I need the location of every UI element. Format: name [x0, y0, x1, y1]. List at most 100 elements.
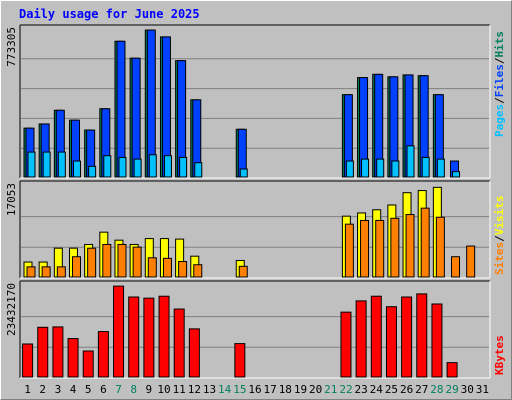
day-label-30: 30	[461, 383, 474, 396]
day-label-14: 14	[218, 383, 232, 396]
bar-pages-day-25	[391, 160, 400, 178]
day-label-28: 28	[430, 383, 443, 396]
bar-kbytes-day-23	[355, 300, 367, 378]
day-label-17: 17	[264, 383, 277, 396]
bar-sites-day-2	[41, 266, 51, 278]
day-label-31: 31	[476, 383, 489, 396]
legend: Pages/Files/Hits	[493, 31, 506, 137]
day-label-16: 16	[248, 383, 261, 396]
max-label: 23432170	[5, 283, 18, 336]
day-label-9: 9	[146, 383, 153, 396]
bar-sites-day-15	[238, 265, 248, 278]
bar-sites-day-1	[26, 266, 36, 278]
bar-pages-day-3	[57, 151, 66, 178]
bar-sites-day-6	[102, 243, 112, 278]
day-label-27: 27	[415, 383, 428, 396]
day-label-26: 26	[400, 383, 413, 396]
bar-sites-day-28	[435, 216, 445, 278]
bar-sites-day-24	[375, 219, 385, 278]
day-label-8: 8	[130, 383, 137, 396]
bar-sites-day-30	[466, 245, 476, 278]
legend-files: Files	[493, 64, 506, 97]
day-label-21: 21	[324, 383, 337, 396]
bar-kbytes-day-25	[385, 306, 397, 378]
day-label-3: 3	[55, 383, 62, 396]
bar-pages-day-27	[421, 156, 430, 178]
legend: Sites/Visits	[493, 196, 506, 276]
bar-sites-day-12	[193, 264, 203, 278]
bar-pages-day-15	[239, 168, 248, 178]
day-label-5: 5	[85, 383, 92, 396]
bar-pages-day-1	[27, 151, 36, 178]
bar-sites-day-11	[178, 261, 188, 278]
bar-kbytes-day-29	[446, 362, 458, 378]
legend-separator: /	[493, 235, 506, 242]
bar-kbytes-day-3	[52, 326, 64, 378]
bar-sites-day-3	[56, 266, 66, 278]
legend-pages: Pages	[493, 104, 506, 137]
legend-visits: Visits	[493, 196, 506, 236]
bar-sites-day-25	[390, 217, 400, 278]
bar-pages-day-5	[88, 165, 97, 178]
day-label-2: 2	[39, 383, 46, 396]
bar-kbytes-day-6	[97, 331, 109, 378]
day-label-10: 10	[157, 383, 170, 396]
day-label-4: 4	[70, 383, 77, 396]
day-label-24: 24	[370, 383, 384, 396]
bar-kbytes-day-12	[188, 328, 200, 378]
bar-sites-day-26	[405, 214, 415, 278]
legend-hits: Hits	[493, 31, 506, 58]
day-label-25: 25	[385, 383, 398, 396]
bar-pages-day-23	[361, 158, 370, 178]
bar-pages-day-9	[148, 154, 157, 178]
bar-kbytes-day-7	[113, 285, 125, 378]
bar-kbytes-day-27	[416, 293, 428, 378]
legend-kbytes: KBytes	[493, 335, 506, 375]
max-label: 17053	[5, 183, 18, 216]
bar-kbytes-day-4	[67, 338, 79, 378]
bar-pages-day-6	[103, 155, 112, 178]
day-label-13: 13	[203, 383, 216, 396]
bar-pages-day-24	[376, 158, 385, 178]
bar-files-day-7	[116, 40, 126, 178]
bar-kbytes-day-28	[431, 303, 443, 378]
bar-kbytes-day-15	[234, 343, 246, 378]
bar-pages-day-2	[42, 151, 51, 178]
legend: KBytes	[493, 335, 506, 375]
bar-kbytes-day-22	[340, 311, 352, 378]
day-label-22: 22	[339, 383, 352, 396]
bar-pages-day-29	[452, 171, 461, 178]
bar-kbytes-day-9	[143, 297, 155, 378]
day-label-1: 1	[24, 383, 31, 396]
legend-separator: /	[493, 57, 506, 64]
legend-separator: /	[493, 97, 506, 104]
bar-pages-day-11	[179, 156, 188, 178]
day-label-18: 18	[279, 383, 292, 396]
legend-sites: Sites	[493, 242, 506, 275]
day-label-7: 7	[115, 383, 122, 396]
chart-title: Daily usage for June 2025	[19, 7, 200, 21]
bar-pages-day-4	[72, 160, 81, 178]
day-label-19: 19	[294, 383, 307, 396]
day-label-29: 29	[445, 383, 458, 396]
bar-kbytes-day-26	[401, 296, 413, 378]
bar-pages-day-8	[133, 158, 142, 178]
bar-sites-day-4	[71, 256, 81, 278]
max-label: 773305	[5, 27, 18, 67]
day-label-11: 11	[173, 383, 186, 396]
bar-kbytes-day-24	[370, 295, 382, 378]
bar-sites-day-29	[451, 256, 461, 278]
day-label-6: 6	[100, 383, 107, 396]
bar-kbytes-day-10	[158, 295, 170, 378]
bar-kbytes-day-11	[173, 308, 185, 378]
bar-sites-day-7	[117, 243, 127, 278]
bar-kbytes-day-5	[82, 350, 94, 378]
bar-pages-day-26	[406, 145, 415, 178]
bar-sites-day-23	[360, 219, 370, 278]
bar-kbytes-day-8	[128, 296, 140, 378]
bar-sites-day-9	[147, 257, 157, 278]
bar-kbytes-day-2	[37, 326, 49, 378]
day-label-20: 20	[309, 383, 322, 396]
bar-pages-day-12	[194, 162, 203, 178]
